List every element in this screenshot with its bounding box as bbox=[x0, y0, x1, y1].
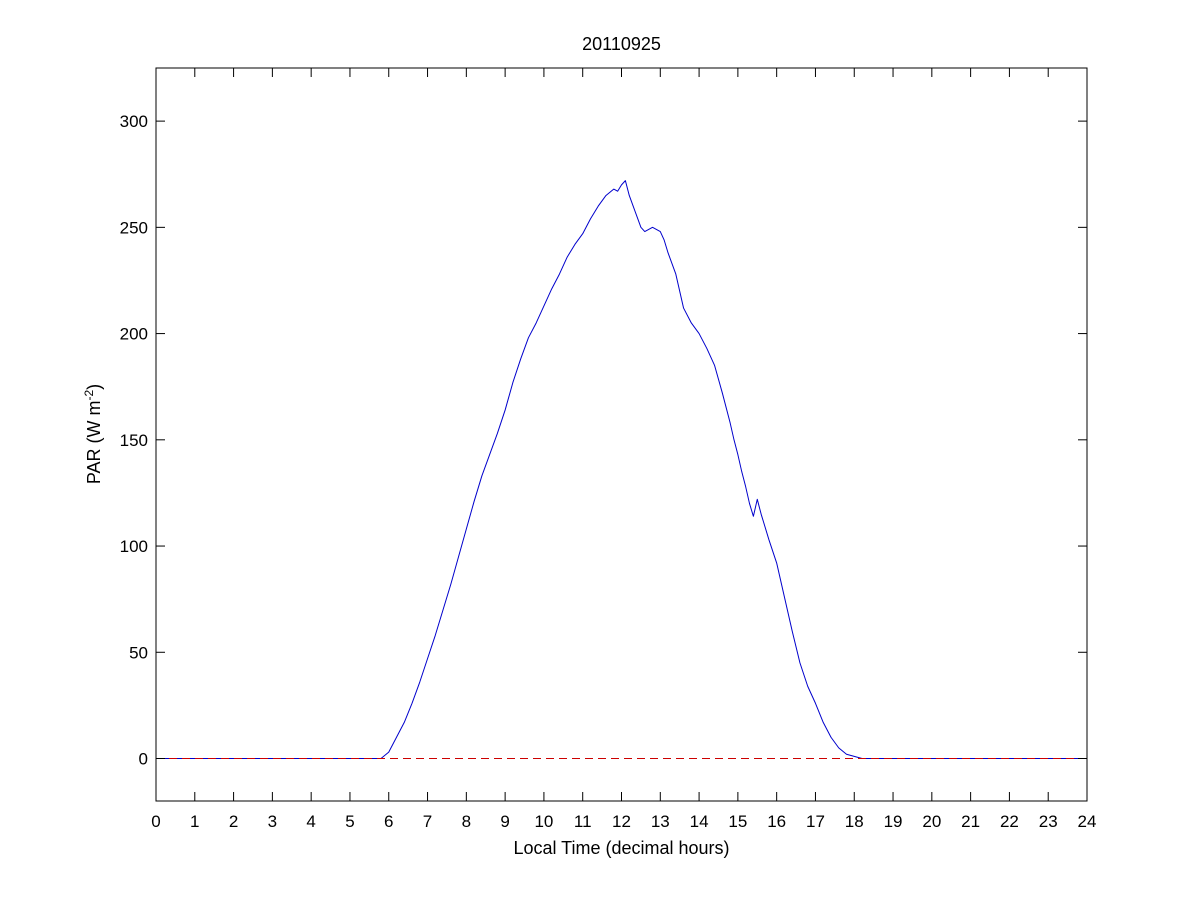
x-tick-label: 5 bbox=[345, 812, 354, 831]
x-tick-label: 8 bbox=[462, 812, 471, 831]
y-axis-title-superscript: -2 bbox=[82, 390, 96, 401]
y-axis-title: PAR (W m-2) bbox=[82, 384, 104, 484]
x-tick-label: 2 bbox=[229, 812, 238, 831]
x-tick-label: 13 bbox=[651, 812, 670, 831]
x-tick-label: 4 bbox=[306, 812, 315, 831]
y-tick-label: 200 bbox=[120, 325, 148, 344]
y-axis-title-close: ) bbox=[84, 384, 104, 390]
y-tick-label: 250 bbox=[120, 218, 148, 237]
y-axis-title-main: PAR (W m bbox=[84, 401, 104, 485]
y-tick-label: 0 bbox=[139, 750, 148, 769]
x-tick-label: 23 bbox=[1039, 812, 1058, 831]
x-tick-label: 24 bbox=[1078, 812, 1097, 831]
x-tick-label: 9 bbox=[500, 812, 509, 831]
x-tick-label: 15 bbox=[728, 812, 747, 831]
series-layer bbox=[156, 180, 1087, 760]
y-tick-label: 50 bbox=[129, 643, 148, 662]
x-tick-label: 11 bbox=[574, 812, 592, 831]
x-tick-label: 0 bbox=[151, 812, 160, 831]
x-tick-label: 22 bbox=[1000, 812, 1019, 831]
x-tick-label: 20 bbox=[922, 812, 941, 831]
x-axis-title: Local Time (decimal hours) bbox=[513, 838, 729, 858]
x-tick-label: 16 bbox=[767, 812, 786, 831]
x-tick-label: 12 bbox=[612, 812, 631, 831]
chart-title: 20110925 bbox=[582, 34, 661, 54]
x-tick-label: 1 bbox=[190, 812, 199, 831]
x-tick-label: 7 bbox=[423, 812, 432, 831]
y-tick-label: 300 bbox=[120, 112, 148, 131]
tick-layer: 0 1 2 3 4 5 6 7 8 9 10 11 12 13 14 15 16 17 18 19 20 21 22 23 24… bbox=[120, 68, 1097, 831]
x-tick-label: 19 bbox=[884, 812, 903, 831]
x-tick-label: 18 bbox=[845, 812, 864, 831]
series-line-0 bbox=[156, 180, 1087, 760]
x-tick-label: 14 bbox=[690, 812, 709, 831]
x-tick-label: 3 bbox=[268, 812, 277, 831]
y-tick-label: 150 bbox=[120, 431, 148, 450]
x-tick-label: 6 bbox=[384, 812, 393, 831]
y-tick-label: 100 bbox=[120, 537, 148, 556]
x-tick-label: 17 bbox=[806, 812, 825, 831]
x-tick-label: 10 bbox=[534, 812, 553, 831]
x-tick-label: 21 bbox=[961, 812, 980, 831]
